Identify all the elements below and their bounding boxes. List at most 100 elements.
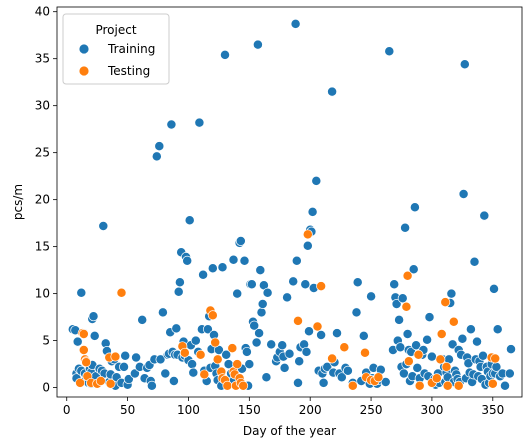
- point-training-229: [457, 333, 468, 344]
- point-testing-51: [414, 380, 425, 391]
- x-tick-label-6: 300: [420, 403, 443, 417]
- y-axis-ticks: 0 5 10 15 20 25 30 35 40: [35, 5, 57, 395]
- point-training-178: [384, 46, 395, 57]
- y-tick-label-5: 25: [35, 146, 50, 160]
- point-training-128: [277, 340, 288, 351]
- point-training-48: [146, 380, 157, 391]
- point-training-110: [244, 359, 255, 370]
- point-training-220: [446, 288, 457, 299]
- point-training-39: [123, 374, 134, 385]
- point-training-120: [257, 299, 268, 309]
- point-training-155: [327, 86, 338, 97]
- point-training-24: [98, 221, 109, 231]
- y-tick-label-6: 30: [35, 99, 50, 113]
- point-testing-3: [78, 345, 89, 355]
- point-training-137: [294, 356, 305, 367]
- point-training-239: [469, 256, 480, 267]
- point-testing-63: [490, 353, 501, 364]
- point-training-41: [131, 352, 142, 363]
- legend-label-training: Training: [107, 42, 155, 56]
- x-tick-label-3: 150: [238, 403, 261, 417]
- point-training-116: [252, 39, 263, 50]
- point-training-65: [174, 277, 185, 288]
- point-testing-47: [401, 301, 412, 312]
- point-training-4: [72, 336, 83, 347]
- point-training-255: [489, 283, 499, 294]
- point-training-40: [129, 368, 140, 379]
- y-tick-label-1: 5: [42, 334, 50, 348]
- point-testing-59: [448, 316, 459, 327]
- point-training-177: [380, 377, 391, 387]
- point-training-77: [190, 335, 201, 346]
- point-training-188: [398, 368, 409, 379]
- point-training-43: [137, 314, 148, 325]
- point-training-81: [198, 269, 209, 280]
- point-training-189: [400, 222, 411, 233]
- point-training-241: [472, 336, 482, 347]
- point-testing-18: [199, 369, 210, 380]
- x-tick-label-1: 50: [120, 403, 135, 417]
- point-training-106: [239, 255, 250, 266]
- point-training-52: [155, 354, 166, 365]
- point-training-236: [465, 324, 476, 335]
- point-training-261: [500, 380, 510, 391]
- point-training-197: [409, 202, 420, 213]
- point-testing-38: [316, 281, 327, 292]
- point-testing-2: [78, 329, 89, 339]
- point-testing-20: [207, 310, 218, 321]
- x-tick-label-0: 0: [63, 403, 71, 417]
- y-axis-label: pcs/m: [11, 184, 25, 220]
- point-training-101: [228, 254, 239, 265]
- point-training-95: [217, 262, 228, 273]
- legend: Project Training Testing: [62, 13, 170, 85]
- point-training-76: [188, 367, 199, 378]
- point-testing-6: [81, 357, 92, 368]
- point-training-112: [246, 279, 257, 290]
- point-training-204: [422, 334, 433, 345]
- x-tick-label-4: 200: [299, 403, 322, 417]
- y-tick-label-2: 10: [35, 287, 50, 301]
- point-testing-48: [402, 270, 413, 281]
- point-testing-57: [441, 361, 452, 372]
- point-training-158: [332, 328, 342, 339]
- point-training-115: [251, 337, 262, 348]
- point-testing-36: [302, 229, 313, 240]
- point-training-152: [318, 377, 329, 388]
- point-testing-31: [232, 359, 243, 370]
- legend-box: [62, 13, 170, 85]
- point-training-170: [366, 291, 377, 302]
- point-testing-56: [440, 297, 451, 308]
- point-testing-22: [212, 354, 223, 365]
- point-testing-21: [210, 337, 221, 348]
- point-testing-55: [436, 329, 447, 339]
- point-training-73: [184, 215, 195, 226]
- legend-marker-training: [78, 43, 90, 55]
- point-testing-54: [435, 354, 446, 365]
- x-axis-ticks: 0 50 100 150 200 250 300 350: [63, 397, 504, 417]
- point-training-154: [322, 361, 333, 372]
- point-testing-13: [110, 351, 121, 362]
- point-training-88: [207, 263, 218, 274]
- x-axis-label: Day of the year: [243, 424, 336, 438]
- point-training-58: [166, 119, 177, 130]
- point-training-146: [307, 206, 318, 217]
- point-training-221: [447, 339, 458, 350]
- point-training-104: [235, 236, 246, 246]
- point-testing-17: [195, 349, 206, 360]
- point-training-206: [424, 312, 435, 323]
- data-points: [67, 18, 516, 391]
- point-training-180: [389, 279, 400, 290]
- point-training-148: [311, 175, 322, 186]
- point-training-50: [151, 151, 162, 162]
- point-training-143: [304, 326, 314, 337]
- x-tick-label-5: 250: [360, 403, 383, 417]
- y-tick-label-0: 0: [42, 381, 50, 395]
- x-tick-label-7: 350: [481, 403, 504, 417]
- point-testing-41: [347, 380, 358, 391]
- point-training-150: [316, 330, 327, 340]
- point-training-97: [221, 349, 232, 360]
- point-training-62: [171, 323, 182, 334]
- point-training-84: [202, 324, 213, 335]
- point-training-185: [395, 342, 406, 353]
- point-testing-62: [487, 378, 498, 389]
